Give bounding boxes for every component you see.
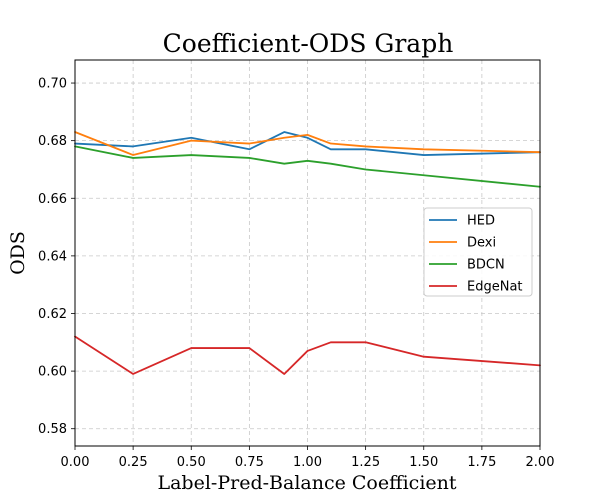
series-line-edgenat — [74, 335, 541, 375]
legend-label-bdcn: BDCN — [467, 258, 505, 273]
x-axis-label: Label-Pred-Balance Coefficient — [157, 472, 456, 494]
series-line-dexi — [74, 131, 541, 156]
y-axis: 0.58 0.60 0.62 0.64 0.66 0.68 0.70 — [38, 77, 75, 437]
series-line-hed — [74, 131, 541, 156]
legend-label-edgenat: EdgeNat — [467, 280, 523, 295]
legend-frame — [423, 207, 533, 297]
chart-title: Coefficient-ODS Graph — [163, 29, 454, 58]
y-tick-label: 0.60 — [38, 365, 67, 380]
y-tick-label: 0.66 — [38, 192, 67, 207]
y-tick-label: 0.68 — [38, 134, 67, 149]
x-axis: 0.00 0.25 0.50 0.75 1.00 1.25 1.50 1.75 2.00 — [61, 446, 555, 470]
series-group — [74, 131, 541, 375]
legend-label-dexi: Dexi — [467, 236, 496, 251]
x-tick-label: 1.50 — [409, 455, 438, 470]
x-tick-label: 0.00 — [61, 455, 90, 470]
y-tick-label: 0.58 — [38, 422, 67, 437]
x-tick-label: 1.25 — [351, 455, 380, 470]
series-line-bdcn — [74, 145, 541, 188]
x-tick-label: 1.75 — [467, 455, 496, 470]
legend-label-hed: HED — [467, 214, 495, 229]
y-tick-label: 0.70 — [38, 77, 67, 92]
x-tick-label: 0.25 — [119, 455, 148, 470]
legend: HED Dexi BDCN EdgeNat — [423, 207, 533, 297]
x-tick-label: 0.50 — [177, 455, 206, 470]
y-axis-label: ODS — [7, 231, 29, 275]
x-tick-label: 0.75 — [235, 455, 264, 470]
y-tick-label: 0.64 — [38, 249, 67, 264]
x-tick-label: 1.00 — [293, 455, 322, 470]
x-tick-label: 2.00 — [526, 455, 555, 470]
y-tick-label: 0.62 — [38, 307, 67, 322]
